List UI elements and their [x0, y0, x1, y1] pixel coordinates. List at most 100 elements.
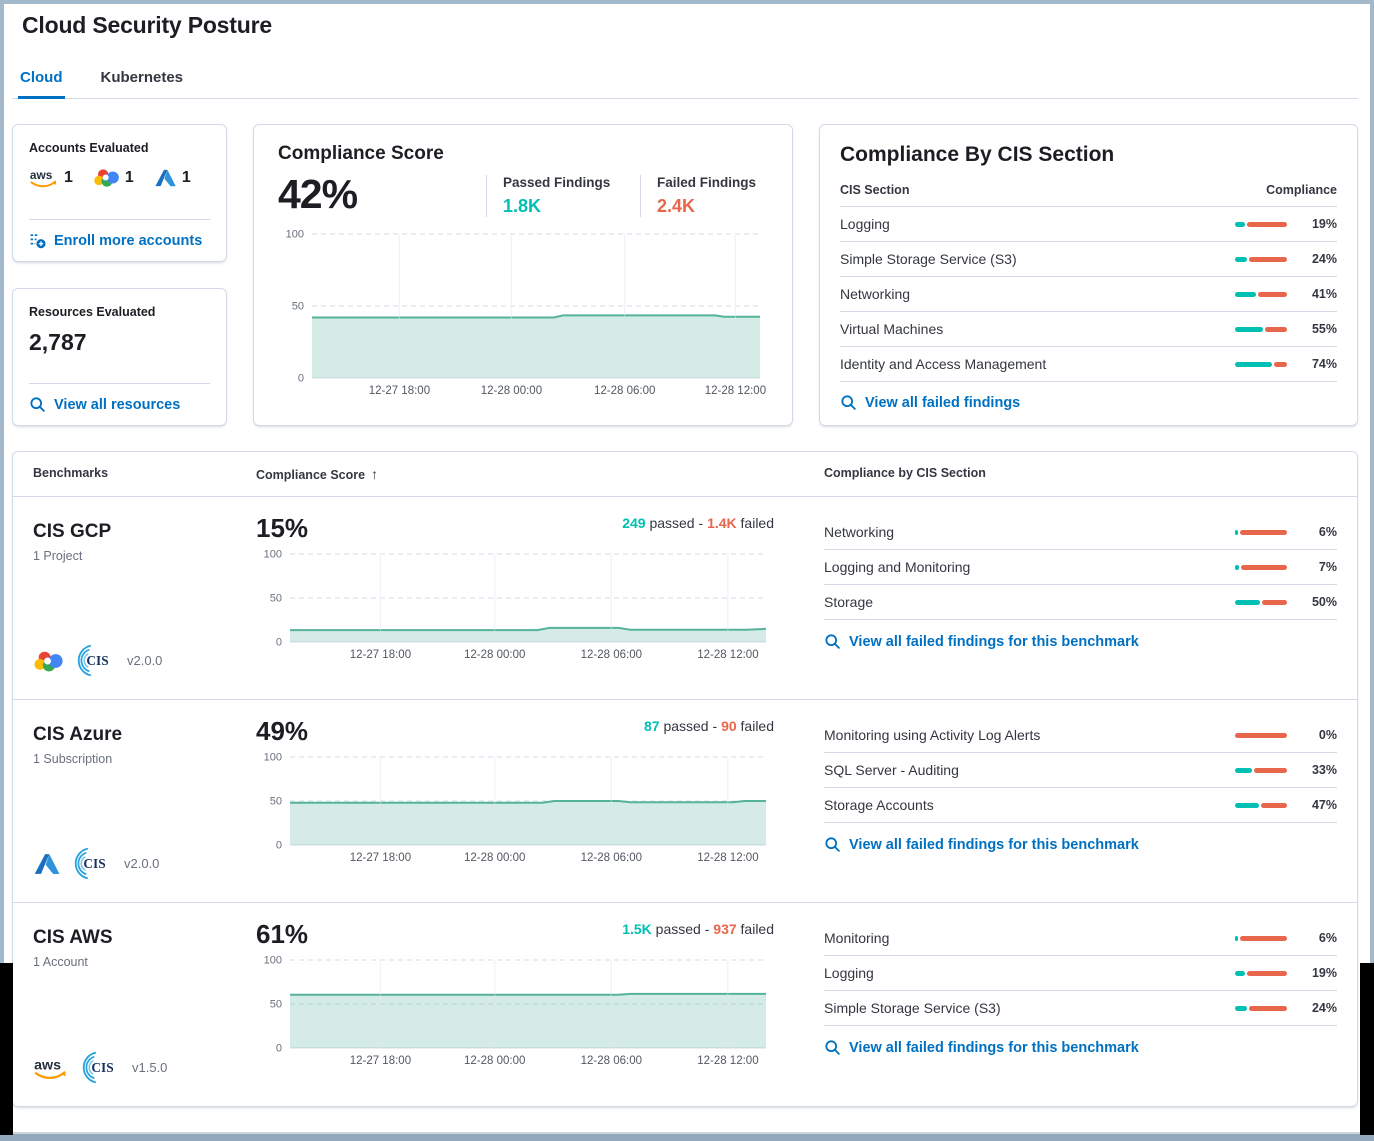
- svg-text:12-28 06:00: 12-28 06:00: [581, 649, 642, 661]
- bottom-window-edge: [0, 1132, 1374, 1141]
- search-icon: [29, 396, 46, 413]
- section-row-storage-accounts[interactable]: Storage Accounts 47%: [824, 788, 1337, 823]
- section-row-s3[interactable]: Simple Storage Service (S3) 24%: [824, 991, 1337, 1026]
- benchmark-score-col: 61% 1.5K passed - 937 failed 0 50 100 12-27…: [256, 919, 774, 1092]
- section-pct: 47%: [1311, 798, 1337, 812]
- svg-text:100: 100: [264, 955, 282, 967]
- compliance-bar: [1235, 1005, 1287, 1011]
- view-benchmark-findings-link[interactable]: View all failed findings for this benchm…: [824, 823, 1337, 853]
- section-pct: 24%: [1311, 1001, 1337, 1015]
- compliance-pct: 74%: [1311, 357, 1337, 371]
- compliance-score-title: Compliance Score: [278, 143, 444, 164]
- benchmark-score-col: 15% 249 passed - 1.4K failed 0 50 100 12-27…: [256, 513, 774, 685]
- cis-row-logging[interactable]: Logging 19%: [840, 207, 1337, 242]
- svg-text:100: 100: [264, 752, 282, 764]
- benchmark-name: CIS GCP: [33, 521, 112, 542]
- compliance-score-column-header[interactable]: Compliance Score ↑: [256, 466, 379, 482]
- benchmark-sections: Monitoring using Activity Log Alerts 0% …: [774, 716, 1337, 888]
- passed-failed-summary: 87 passed - 90 failed: [643, 718, 774, 734]
- section-pct: 7%: [1318, 560, 1337, 574]
- section-row-monitoring-alerts[interactable]: Monitoring using Activity Log Alerts 0%: [824, 718, 1337, 753]
- azure-account-count: 1: [181, 168, 191, 186]
- cis-row-virtual-machines[interactable]: Virtual Machines 55%: [840, 312, 1337, 347]
- benchmark-logos: CIS v2.0.0: [33, 845, 256, 888]
- section-row-logging[interactable]: Logging 19%: [824, 956, 1337, 991]
- compliance-bar: [1235, 767, 1287, 773]
- compliance-bar: [1235, 970, 1287, 976]
- passed-failed-summary: 1.5K passed - 937 failed: [622, 921, 774, 937]
- svg-text:aws: aws: [30, 168, 53, 182]
- compliance-score-card: Compliance Score 42% Passed Findings 1.8…: [253, 124, 793, 426]
- benchmark-scope: 1 Project: [33, 549, 83, 563]
- section-row-logging-monitoring[interactable]: Logging and Monitoring 7%: [824, 550, 1337, 585]
- svg-text:12-28 06:00: 12-28 06:00: [594, 385, 655, 397]
- benchmark-row-cis-gcp: CIS GCP 1 Project: [13, 497, 1357, 700]
- compliance-by-cis-section-column-header: Compliance by CIS Section: [824, 466, 986, 480]
- benchmark-score-value: 15%: [256, 513, 309, 543]
- svg-text:12-27 18:00: 12-27 18:00: [350, 649, 411, 661]
- svg-text:12-28 06:00: 12-28 06:00: [581, 1055, 642, 1067]
- svg-text:12-28 12:00: 12-28 12:00: [697, 649, 758, 661]
- benchmark-info: CIS Azure 1 Subscription: [33, 716, 256, 888]
- svg-text:12-28 12:00: 12-28 12:00: [697, 1055, 758, 1067]
- benchmark-info: CIS AWS 1 Account aws: [33, 919, 256, 1092]
- svg-text:12-28 00:00: 12-28 00:00: [464, 852, 525, 864]
- benchmark-trend-chart-gcp: 0 50 100 12-27 18:00 12-28 00:00 12-28 06:00 1…: [256, 548, 774, 664]
- tab-kubernetes[interactable]: Kubernetes: [100, 69, 184, 86]
- cis-row-s3[interactable]: Simple Storage Service (S3) 24%: [840, 242, 1337, 277]
- view-benchmark-findings-link[interactable]: View all failed findings for this benchm…: [824, 620, 1337, 650]
- passed-findings-value[interactable]: 1.8K: [503, 196, 542, 216]
- failed-findings-value[interactable]: 2.4K: [657, 196, 696, 216]
- accounts-evaluated-card: Accounts Evaluated aws 1: [12, 124, 227, 262]
- svg-text:100: 100: [264, 549, 282, 561]
- gcp-account-item: 1: [93, 167, 134, 188]
- cis-section-column-header: CIS Section: [840, 183, 910, 197]
- section-name: Monitoring using Activity Log Alerts: [824, 727, 1041, 743]
- section-name: Logging: [824, 965, 874, 981]
- aws-logo-icon: aws: [33, 1056, 69, 1080]
- compliance-bar: [1235, 564, 1287, 570]
- benchmark-score-value: 61%: [256, 919, 309, 949]
- section-name: Logging and Monitoring: [824, 559, 971, 575]
- enroll-more-accounts-link[interactable]: Enroll more accounts: [29, 220, 210, 249]
- view-benchmark-findings-label: View all failed findings for this benchm…: [849, 836, 1139, 853]
- svg-text:12-28 00:00: 12-28 00:00: [481, 385, 542, 397]
- view-all-failed-findings-link[interactable]: View all failed findings: [840, 382, 1337, 411]
- compliance-pct: 24%: [1311, 252, 1337, 266]
- compliance-bar: [1235, 935, 1287, 941]
- section-row-storage[interactable]: Storage 50%: [824, 585, 1337, 620]
- svg-text:50: 50: [270, 796, 282, 808]
- view-benchmark-findings-link[interactable]: View all failed findings for this benchm…: [824, 1026, 1337, 1056]
- aws-logo-icon: aws: [29, 168, 59, 188]
- cis-row-name: Simple Storage Service (S3): [840, 251, 1017, 267]
- compliance-bar: [1235, 529, 1287, 535]
- list-add-icon: [29, 232, 46, 249]
- cis-logo-icon: CIS: [82, 1049, 119, 1086]
- section-row-sql-auditing[interactable]: SQL Server - Auditing 33%: [824, 753, 1337, 788]
- search-icon: [824, 836, 841, 853]
- search-icon: [824, 633, 841, 650]
- section-pct: 6%: [1318, 931, 1337, 945]
- svg-text:aws: aws: [34, 1057, 61, 1073]
- section-name: SQL Server - Auditing: [824, 762, 959, 778]
- view-all-resources-link[interactable]: View all resources: [29, 384, 210, 413]
- azure-logo-icon: [33, 852, 61, 876]
- search-icon: [824, 1039, 841, 1056]
- svg-text:50: 50: [270, 593, 282, 605]
- benchmark-name: CIS AWS: [33, 927, 113, 948]
- svg-text:12-28 00:00: 12-28 00:00: [464, 649, 525, 661]
- tab-cloud[interactable]: Cloud: [18, 63, 65, 99]
- compliance-pct: 19%: [1311, 217, 1337, 231]
- cis-row-iam[interactable]: Identity and Access Management 74%: [840, 347, 1337, 382]
- svg-text:0: 0: [298, 373, 304, 385]
- cis-logo-icon: CIS: [74, 845, 111, 882]
- benchmark-name: CIS Azure: [33, 724, 123, 745]
- divider: [29, 383, 210, 384]
- cis-row-name: Identity and Access Management: [840, 356, 1047, 372]
- cis-row-name: Logging: [840, 216, 890, 232]
- section-row-monitoring[interactable]: Monitoring 6%: [824, 921, 1337, 956]
- section-row-networking[interactable]: Networking 6%: [824, 515, 1337, 550]
- cis-row-networking[interactable]: Networking 41%: [840, 277, 1337, 312]
- divider: [29, 219, 210, 220]
- passed-findings-label: Passed Findings: [503, 175, 611, 190]
